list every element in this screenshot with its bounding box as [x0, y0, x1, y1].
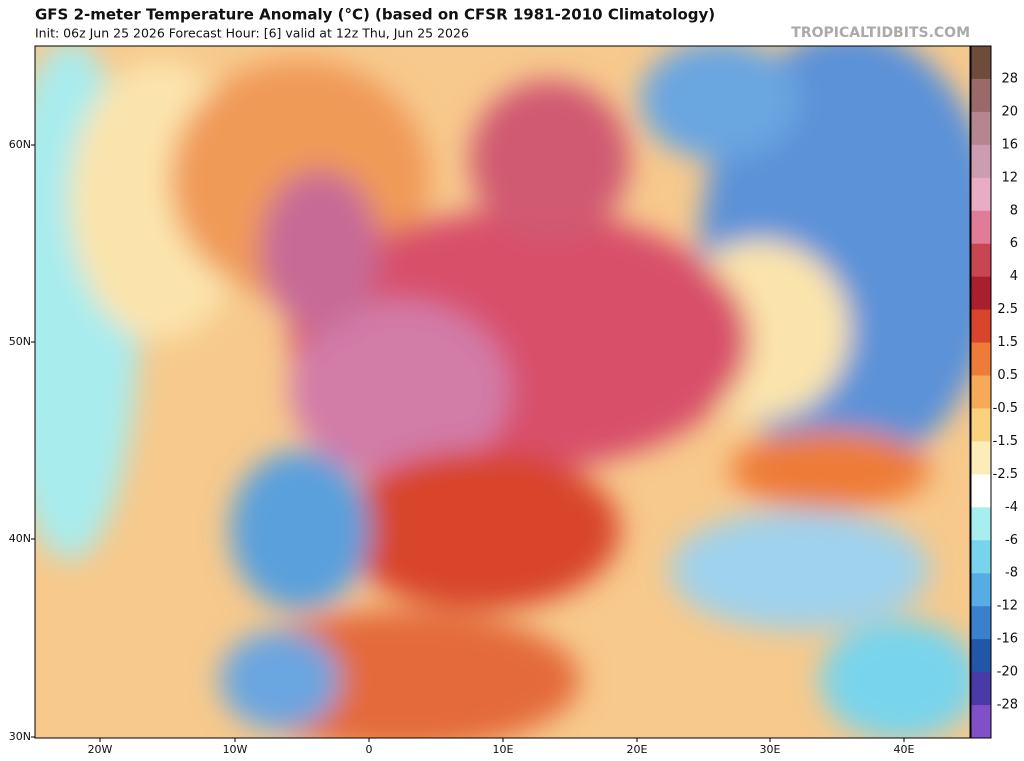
colorbar-band [971, 375, 991, 409]
colorbar-band [971, 309, 991, 344]
colorbar-label: 0.5 [997, 368, 1018, 383]
colorbar-band [971, 474, 991, 508]
lat-label: 50N [9, 335, 31, 348]
colorbar-band [971, 705, 991, 739]
colorbar-band [971, 210, 991, 245]
lon-label: 10W [223, 743, 248, 756]
colorbar-label: 2.5 [997, 302, 1018, 317]
colorbar-band [971, 78, 991, 113]
colorbar-band [971, 111, 991, 146]
colorbar-frame [970, 45, 992, 739]
colorbar-label: -8 [1005, 566, 1018, 581]
colorbar-band [971, 606, 991, 640]
lon-label: 30E [760, 743, 781, 756]
lon-label: 10E [493, 743, 514, 756]
lon-label: 20E [627, 743, 648, 756]
colorbar-band [971, 144, 991, 179]
colorbar-label: 8 [1010, 203, 1018, 218]
colorbar-band [971, 276, 991, 311]
lat-label: 60N [9, 138, 31, 151]
colorbar-label: -20 [997, 665, 1018, 680]
colorbar-band [971, 342, 991, 377]
lat-label: 40N [9, 532, 31, 545]
lon-label: 40E [894, 743, 915, 756]
colorbar-label: -1.5 [993, 434, 1018, 449]
subtitle: Init: 06z Jun 25 2026 Forecast Hour: [6]… [35, 26, 469, 41]
colorbar-band [971, 243, 991, 278]
colorbar-band [971, 639, 991, 673]
colorbar-label: 28 [1001, 71, 1018, 86]
colorbar-band [971, 540, 991, 574]
lon-label: 0 [366, 743, 373, 756]
lat-label: 30N [9, 730, 31, 743]
colorbar-band [971, 507, 991, 541]
colorbar-label: -4 [1005, 500, 1018, 515]
colorbar-label: 4 [1010, 269, 1018, 284]
colorbar-label: 1.5 [997, 335, 1018, 350]
colorbar-label: 12 [1001, 170, 1018, 185]
colorbar-label: -28 [997, 698, 1018, 713]
axes-labels: 60N 50N 40N 30N 20W 10W 0 10E 20E 30E 40E [9, 138, 915, 756]
colorbar-band [971, 441, 991, 475]
colorbar-band [971, 408, 991, 442]
colorbar-band [971, 46, 991, 80]
anomaly-field [35, 46, 970, 738]
lon-label: 20W [88, 743, 113, 756]
colorbar-label: 20 [1001, 104, 1018, 119]
colorbar-label: -2.5 [993, 467, 1018, 482]
colorbar-label: -0.5 [993, 401, 1018, 416]
colorbar-label: 16 [1001, 137, 1018, 152]
colorbar-label: -12 [997, 599, 1018, 614]
colorbar-band [971, 177, 991, 212]
title: GFS 2-meter Temperature Anomaly (°C) (ba… [35, 6, 715, 24]
colorbar-band [971, 672, 991, 706]
colorbar-label: -6 [1005, 533, 1018, 548]
colorbar: 28 20 16 12 8 6 4 2.5 1.5 0.5 -0.5 -1.5 -2.5 -4 -6 -8 -1… [970, 45, 1018, 739]
colorbar-label: 6 [1010, 236, 1018, 251]
colorbar-band [971, 573, 991, 607]
colorbar-label: -16 [997, 632, 1018, 647]
watermark: TROPICALTIDBITS.COM [791, 25, 970, 41]
